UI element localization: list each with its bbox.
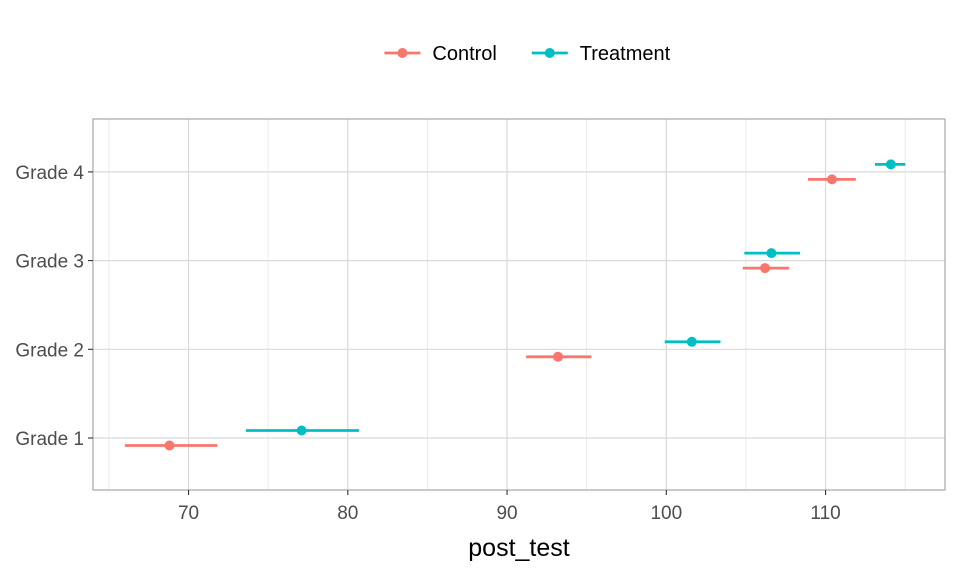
panel-background [93, 119, 945, 490]
y-tick-label: Grade 2 [15, 340, 84, 361]
x-tick-label: 80 [337, 503, 358, 524]
legend-item-control: Control [384, 43, 497, 65]
x-axis-label: post_test [468, 534, 570, 562]
data-point [826, 174, 837, 185]
data-point [686, 336, 697, 347]
x-tick-label: 100 [650, 503, 682, 524]
panel-border [92, 118, 946, 491]
x-axis: 70 80 90 100 110 [178, 490, 841, 524]
y-tick-label: Grade 3 [15, 252, 84, 273]
data-point [553, 351, 564, 362]
data-point [296, 425, 307, 436]
data-point [760, 263, 771, 274]
data-point [766, 248, 777, 259]
legend-key-point [544, 48, 555, 58]
legend-item-treatment: Treatment [531, 43, 671, 65]
y-tick-label: Grade 1 [15, 429, 84, 450]
x-tick-label: 90 [496, 503, 517, 524]
y-tick-label: Grade 4 [15, 163, 84, 184]
plot-panel [92, 118, 946, 491]
x-tick-label: 70 [178, 503, 199, 524]
data-point [164, 440, 175, 451]
data-point [885, 159, 896, 170]
y-axis: Grade 1 Grade 2 Grade 3 Grade 4 [15, 163, 93, 450]
legend-label: Control [432, 43, 496, 65]
x-tick-label: 110 [810, 503, 840, 524]
legend: Control Treatment [384, 43, 671, 65]
legend-key-point [397, 48, 408, 58]
legend-label: Treatment [580, 43, 671, 65]
